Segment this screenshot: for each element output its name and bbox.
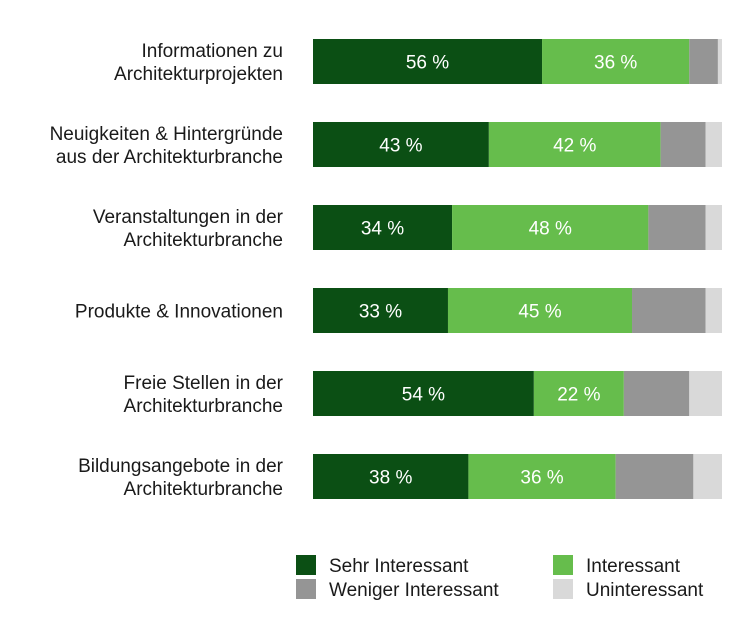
data-label: 22 % bbox=[557, 385, 600, 406]
bar-segment bbox=[533, 371, 624, 416]
category-label: Bildungsangebote in der bbox=[78, 456, 284, 477]
bar-segment bbox=[693, 454, 722, 499]
category-label: Veranstaltungen in der bbox=[93, 207, 284, 228]
legend-label: Uninteressant bbox=[586, 580, 704, 601]
data-label: 54 % bbox=[402, 385, 445, 406]
legend: Sehr Interessant Interessant Weniger Inter… bbox=[296, 555, 704, 601]
legend-swatch bbox=[296, 579, 316, 599]
category-label: Informationen zu bbox=[141, 41, 283, 62]
legend-swatch bbox=[296, 555, 316, 575]
bar-segment bbox=[689, 371, 722, 416]
category-label: Architekturbranche bbox=[124, 230, 283, 251]
category-label: Produkte & Innovationen bbox=[75, 302, 283, 323]
category-label: Architekturprojekten bbox=[114, 64, 283, 85]
bar-segment bbox=[447, 288, 633, 333]
legend-label: Sehr Interessant bbox=[329, 556, 469, 577]
legend-label: Interessant bbox=[586, 556, 681, 577]
data-label: 42 % bbox=[553, 136, 596, 157]
category-label: Neuigkeiten & Hintergründe bbox=[50, 124, 283, 145]
data-label: 38 % bbox=[369, 468, 412, 489]
bars-group: 56 % 36 % 43 % 42 % 34 % 48 % 33 % 45 % 54 % 22 %… bbox=[313, 39, 722, 499]
data-label: 48 % bbox=[529, 219, 572, 240]
bar-segment bbox=[313, 122, 489, 167]
bar-segment bbox=[468, 454, 616, 499]
bar-segment bbox=[689, 39, 718, 84]
category-label: Freie Stellen in der bbox=[124, 373, 284, 394]
legend-label: Weniger Interessant bbox=[329, 580, 499, 601]
bar-segment bbox=[313, 454, 469, 499]
data-label: 43 % bbox=[379, 136, 422, 157]
data-label: 45 % bbox=[518, 302, 561, 323]
bar-segment bbox=[615, 454, 694, 499]
bar-segment bbox=[705, 205, 722, 250]
bar-segment bbox=[717, 39, 722, 84]
category-label: Architekturbranche bbox=[124, 396, 283, 417]
bar-segment bbox=[488, 122, 661, 167]
data-label: 34 % bbox=[361, 219, 404, 240]
bar-segment bbox=[542, 39, 690, 84]
data-label: 56 % bbox=[406, 53, 449, 74]
bar-segment bbox=[313, 205, 453, 250]
bar-segment bbox=[313, 371, 534, 416]
bar-segment bbox=[660, 122, 706, 167]
data-label: 33 % bbox=[359, 302, 402, 323]
legend-swatch bbox=[553, 579, 573, 599]
legend-swatch bbox=[553, 555, 573, 575]
bar-segment bbox=[632, 288, 706, 333]
bar-segment bbox=[623, 371, 690, 416]
bar-segment bbox=[705, 288, 722, 333]
bar-segment bbox=[313, 39, 543, 84]
category-label: aus der Architekturbranche bbox=[56, 147, 283, 168]
bar-segment bbox=[452, 205, 649, 250]
data-label: 36 % bbox=[520, 468, 563, 489]
bar-segment bbox=[705, 122, 722, 167]
category-label: Architekturbranche bbox=[124, 479, 283, 500]
data-label: 36 % bbox=[594, 53, 637, 74]
bar-segment bbox=[648, 205, 706, 250]
bar-segment bbox=[313, 288, 448, 333]
